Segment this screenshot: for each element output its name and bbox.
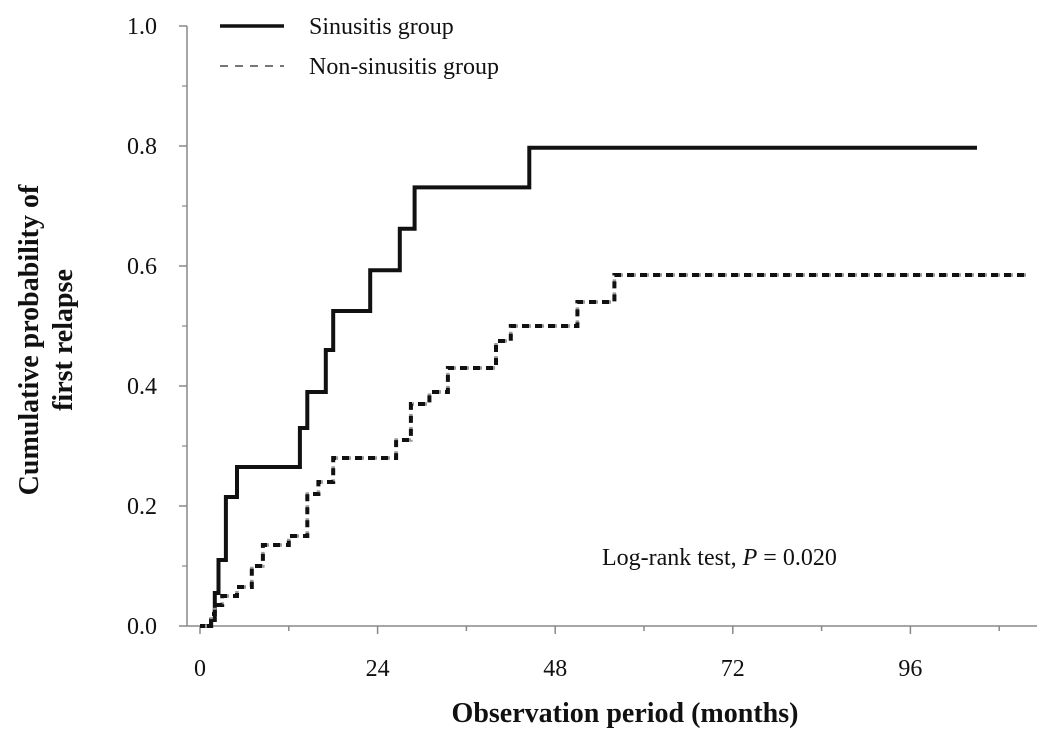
x-tick-label: 96 xyxy=(898,656,922,682)
y-tick-label: 0.2 xyxy=(127,494,157,520)
annotation-p: P xyxy=(742,545,758,571)
legend: Sinusitis group Non-sinusitis group xyxy=(220,14,499,80)
series-layer xyxy=(200,145,1029,628)
axes: 0.0 0.2 0.4 0.6 0.8 1.0 0 24 48 72 96 xyxy=(127,14,1037,682)
series-line-sinusitis xyxy=(200,145,977,628)
x-tick-label: 72 xyxy=(721,656,745,682)
y-tick-label: 0.4 xyxy=(127,374,157,400)
x-tick-label: 0 xyxy=(194,656,206,682)
series-line-non-sinusitis-shadow xyxy=(200,273,1029,628)
log-rank-annotation: Log-rank test, P = 0.020 xyxy=(602,545,837,571)
y-axis-title-line1: Cumulative probability of xyxy=(14,184,45,495)
legend-label-sinusitis: Sinusitis group xyxy=(309,14,454,40)
y-tick-label: 0.8 xyxy=(127,134,157,160)
x-ticks: 0 24 48 72 96 xyxy=(194,626,1000,682)
series-line-non-sinusitis xyxy=(200,273,1029,628)
annotation-prefix: Log-rank test, xyxy=(602,545,743,571)
y-tick-label: 1.0 xyxy=(127,14,157,40)
legend-label-non-sinusitis: Non-sinusitis group xyxy=(309,54,499,80)
annotation-suffix: = 0.020 xyxy=(757,545,837,571)
y-ticks: 0.0 0.2 0.4 0.6 0.8 1.0 xyxy=(127,14,187,640)
y-axis-title: Cumulative probability of first relapse xyxy=(14,184,79,495)
y-axis-title-line2: first relapse xyxy=(48,269,79,411)
x-tick-label: 48 xyxy=(543,656,567,682)
x-axis-title: Observation period (months) xyxy=(452,698,799,729)
y-tick-label: 0.0 xyxy=(127,614,157,640)
y-tick-label: 0.6 xyxy=(127,254,157,280)
x-tick-label: 24 xyxy=(366,656,390,682)
